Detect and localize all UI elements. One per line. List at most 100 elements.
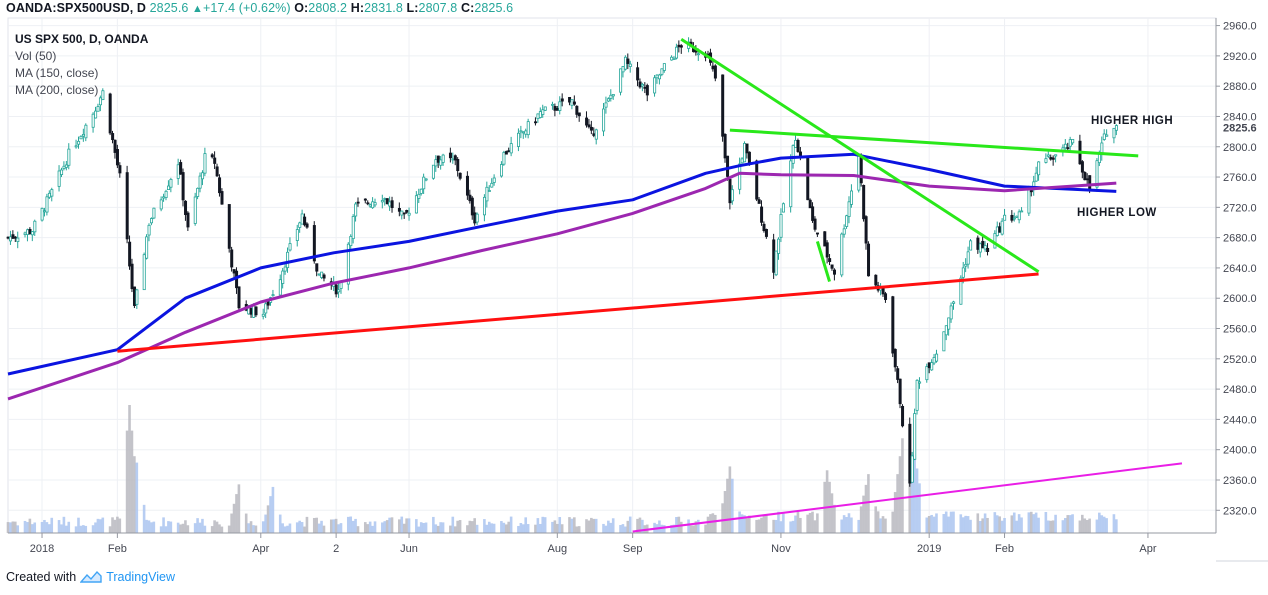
volume-bar (638, 517, 642, 533)
volume-bar (847, 513, 851, 533)
volume-bar (432, 516, 435, 533)
candle-body (1105, 134, 1109, 137)
volume-bar (415, 519, 418, 533)
candle-body (745, 143, 749, 154)
candle-body (517, 132, 521, 147)
volume-bar (322, 525, 326, 533)
volume-bar (704, 524, 707, 533)
candle-body (203, 153, 207, 174)
candle-body (507, 150, 511, 153)
volume-bar (77, 517, 80, 533)
candle-body (320, 271, 324, 278)
candle-body (145, 236, 149, 259)
volume-bar (709, 514, 712, 533)
candle-body (439, 159, 443, 166)
candle-body (526, 121, 530, 136)
volume-bar (808, 512, 812, 533)
candle-body (373, 202, 377, 206)
legend-volume[interactable]: Vol (50) (15, 49, 57, 63)
volume-bar (439, 522, 442, 533)
volume-bar (483, 519, 486, 533)
volume-bar (874, 506, 878, 533)
candle-body (213, 157, 217, 164)
candle-body (738, 163, 742, 190)
volume-bar (453, 526, 457, 533)
volume-bar (901, 438, 904, 533)
volume-bar (898, 456, 902, 533)
volume-bar (949, 511, 953, 533)
volume-bar (235, 494, 238, 533)
y-tick-label: 2680.0 (1223, 233, 1257, 245)
candle-body (1085, 178, 1089, 181)
x-tick-label: Sep (623, 543, 643, 555)
volume-bar (48, 524, 51, 533)
volume-bar (133, 456, 136, 533)
volume-bar (884, 518, 887, 533)
volume-bar (782, 513, 785, 533)
volume-bar (594, 518, 598, 533)
candle-body (813, 218, 817, 230)
candle-body (932, 357, 936, 364)
volume-bar (218, 524, 221, 533)
candle-body (660, 68, 664, 75)
tradingview-brand-link[interactable]: TradingView (106, 570, 175, 584)
candle-body (492, 177, 496, 183)
candle-body (152, 207, 156, 219)
candle-body (500, 164, 504, 177)
volume-bar (142, 504, 146, 533)
volume-bar (777, 511, 780, 533)
y-tick-label: 2480.0 (1223, 384, 1257, 396)
candle-body (43, 210, 47, 213)
candle-body (670, 56, 674, 61)
candle-body (638, 81, 642, 88)
candle-body (402, 212, 406, 215)
candle-body (60, 169, 64, 176)
volume-bar (728, 466, 732, 533)
candle-body (215, 166, 219, 177)
volume-bar (254, 525, 258, 533)
tradingview-logo-icon[interactable] (80, 570, 102, 584)
volume-bar (551, 521, 554, 533)
candle-body (730, 189, 734, 202)
volume-bar (1061, 520, 1065, 533)
candle-body (179, 162, 183, 175)
candle-body (521, 131, 525, 134)
volume-bar (320, 520, 323, 533)
volume-bar (857, 519, 861, 533)
volume-bar (337, 524, 340, 533)
volume-bar (845, 516, 848, 533)
candle-body (842, 228, 846, 235)
volume-bar (500, 521, 503, 533)
volume-bar (774, 519, 778, 533)
volume-bar (196, 518, 199, 533)
candle-body (572, 101, 576, 105)
legend-title[interactable]: US SPX 500, D, OANDA (15, 32, 149, 46)
volume-bar (283, 526, 287, 533)
candle-body (577, 112, 581, 117)
volume-bar (210, 526, 214, 533)
volume-bar (65, 525, 68, 533)
legend-ma150[interactable]: MA (150, close) (15, 66, 99, 80)
candle-body (1083, 172, 1087, 181)
candle-body (621, 66, 625, 73)
volume-bar (116, 516, 119, 533)
x-tick-label: Jun (400, 543, 418, 555)
footer: Created with TradingView (6, 570, 175, 584)
candle-body (942, 331, 946, 352)
volume-bar (536, 518, 540, 533)
volume-bar (305, 516, 309, 533)
candle-body (451, 158, 455, 161)
volume-bar (675, 517, 678, 533)
candle-body (774, 250, 778, 276)
candle-body (986, 247, 990, 253)
volume-bar (91, 525, 95, 533)
trendline-downtrend (680, 37, 1040, 273)
candle-body (1114, 125, 1118, 131)
x-tick-label: 2018 (30, 543, 54, 555)
candle-body (84, 124, 88, 139)
candle-body (534, 121, 538, 124)
legend-ma200[interactable]: MA (200, close) (15, 83, 99, 97)
candle-body (587, 124, 591, 128)
volume-bar (271, 486, 275, 533)
